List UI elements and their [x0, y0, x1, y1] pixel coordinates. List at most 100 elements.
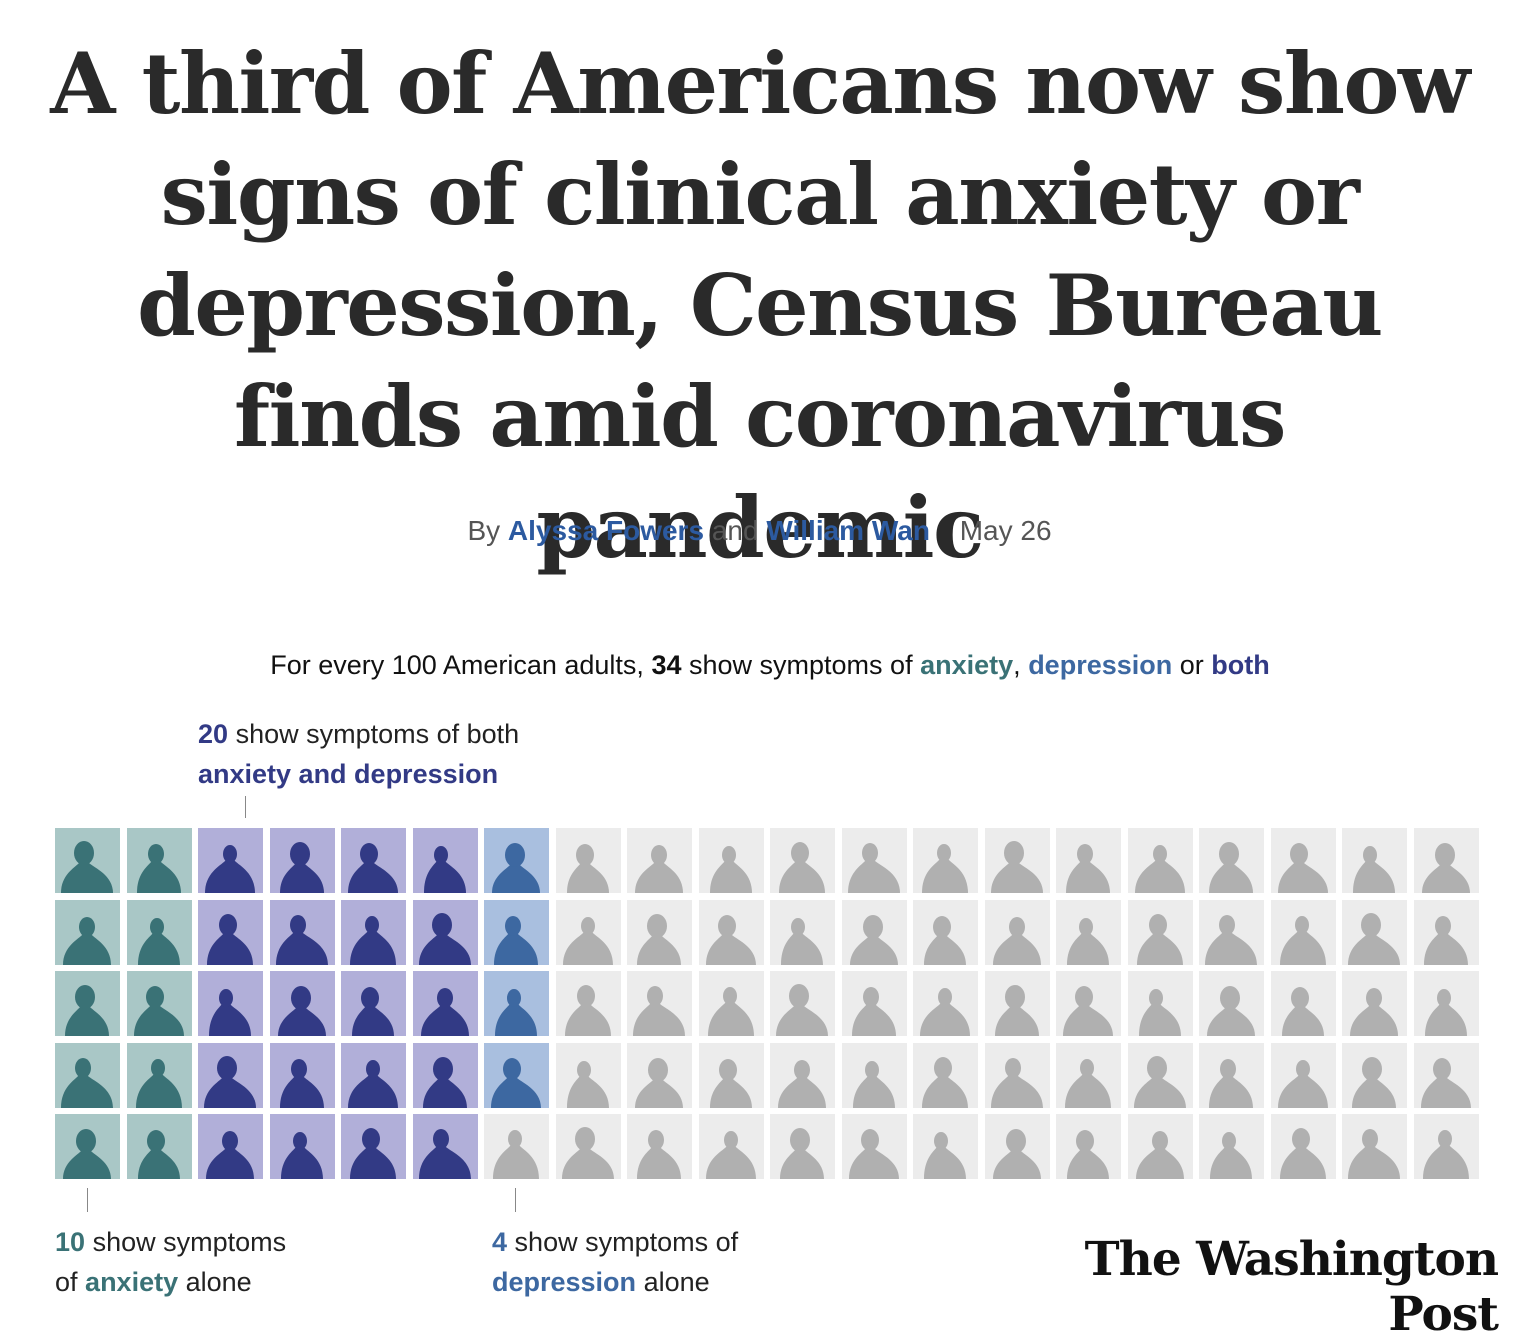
- person-cell-none: [984, 1042, 1050, 1108]
- person-silhouette-icon: [1279, 1128, 1326, 1179]
- person-cell-none: [1413, 828, 1479, 893]
- person-silhouette-icon: [1138, 989, 1181, 1036]
- lede-comma: ,: [1013, 650, 1021, 680]
- person-cell-both: [269, 1114, 335, 1179]
- person-silhouette-icon: [709, 1058, 752, 1108]
- byline: By Alyssa Fowers and William Wan May 26: [0, 515, 1519, 547]
- person-silhouette-icon: [1281, 987, 1324, 1036]
- person-cell-none: [1056, 899, 1121, 965]
- person-silhouette-icon: [135, 1058, 182, 1108]
- person-cell-none: [984, 971, 1050, 1036]
- person-silhouette-icon: [495, 989, 537, 1036]
- person-cell-none: [913, 828, 978, 893]
- person-silhouette-icon: [275, 914, 328, 965]
- person-cell-none: [1199, 971, 1264, 1036]
- person-silhouette-icon: [849, 914, 898, 965]
- person-cell-none: [984, 1114, 1050, 1179]
- person-cell-none: [1342, 1114, 1407, 1179]
- person-cell-none: [1413, 1042, 1479, 1108]
- person-cell-both: [412, 899, 478, 965]
- person-silhouette-icon: [780, 1128, 824, 1179]
- person-cell-none: [913, 1042, 978, 1108]
- person-silhouette-icon: [1424, 989, 1467, 1036]
- person-silhouette-icon: [566, 1060, 609, 1108]
- person-cell-none: [1270, 1042, 1336, 1108]
- annotation-depression-count: 4: [492, 1227, 508, 1257]
- person-silhouette-icon: [637, 1130, 681, 1179]
- person-cell-none: [627, 899, 692, 965]
- annotation-depression-line1: 4 show symptoms of: [492, 1222, 738, 1262]
- person-cell-none: [841, 1114, 907, 1179]
- person-cell-anxiety: [126, 899, 192, 965]
- person-cell-none: [1056, 1114, 1121, 1179]
- person-silhouette-icon: [778, 1059, 826, 1108]
- person-silhouette-icon: [350, 1128, 396, 1179]
- person-silhouette-icon: [633, 986, 685, 1036]
- person-silhouette-icon: [1136, 913, 1183, 965]
- lede-part1: For every 100 American adults,: [270, 650, 644, 680]
- person-cell-none: [1342, 1042, 1407, 1108]
- person-silhouette-icon: [852, 1060, 895, 1108]
- person-cell-none: [1270, 971, 1336, 1036]
- person-cell-none: [770, 1042, 835, 1108]
- person-cell-none: [484, 1114, 549, 1179]
- person-silhouette-icon: [1350, 988, 1398, 1036]
- annotation-depression-text: show symptoms of: [514, 1227, 739, 1257]
- person-cell-none: [1270, 1114, 1336, 1179]
- person-silhouette-icon: [922, 844, 968, 893]
- person-cell-anxiety: [55, 828, 120, 893]
- person-cell-none: [841, 828, 907, 893]
- person-cell-both: [198, 899, 263, 965]
- person-silhouette-icon: [494, 915, 538, 965]
- person-silhouette-icon: [1421, 843, 1470, 893]
- annotation-anxiety-pre: of: [55, 1267, 78, 1297]
- person-cell-none: [555, 1042, 621, 1108]
- person-cell-both: [198, 828, 263, 893]
- person-cell-both: [198, 971, 263, 1036]
- person-cell-none: [1342, 828, 1407, 893]
- person-cell-none: [698, 1114, 764, 1179]
- person-cell-none: [698, 899, 764, 965]
- annotation-both-line1: 20 show symptoms of both: [198, 714, 519, 754]
- person-silhouette-icon: [1420, 1057, 1471, 1108]
- person-silhouette-icon: [924, 1132, 966, 1179]
- person-cell-none: [1056, 828, 1121, 893]
- person-cell-none: [1199, 1114, 1264, 1179]
- person-cell-none: [984, 899, 1050, 965]
- author-link-william-wan[interactable]: William Wan: [766, 515, 930, 546]
- person-cell-anxiety: [126, 828, 192, 893]
- person-silhouette-icon: [776, 984, 828, 1036]
- person-silhouette-icon: [1348, 1129, 1400, 1179]
- person-cell-none: [770, 1114, 835, 1179]
- author-link-alyssa-fowers[interactable]: Alyssa Fowers: [507, 515, 705, 546]
- person-silhouette-icon: [635, 845, 683, 893]
- person-cell-none: [1199, 828, 1264, 893]
- person-silhouette-icon: [562, 916, 613, 965]
- person-cell-both: [341, 971, 406, 1036]
- person-cell-anxiety: [126, 971, 192, 1036]
- annotation-anxiety-text: show symptoms: [92, 1227, 287, 1257]
- person-silhouette-icon: [207, 913, 253, 965]
- person-silhouette-icon: [920, 988, 970, 1036]
- person-cell-anxiety: [126, 1042, 192, 1108]
- person-cell-both: [341, 1114, 406, 1179]
- person-cell-none: [698, 1042, 764, 1108]
- person-silhouette-icon: [635, 1057, 683, 1108]
- person-cell-both: [269, 828, 335, 893]
- person-silhouette-icon: [992, 916, 1041, 965]
- person-cell-none: [1413, 1114, 1479, 1179]
- person-silhouette-icon: [61, 841, 113, 893]
- annotation-anxiety-post: alone: [185, 1267, 252, 1297]
- person-cell-anxiety: [55, 1114, 120, 1179]
- person-cell-none: [913, 971, 978, 1036]
- person-silhouette-icon: [136, 844, 181, 893]
- byline-conjunction: and: [711, 515, 759, 546]
- person-silhouette-icon: [418, 1129, 471, 1179]
- person-cell-both: [412, 971, 478, 1036]
- person-cell-none: [1056, 1042, 1121, 1108]
- person-cell-none: [627, 971, 692, 1036]
- person-cell-both: [198, 1042, 263, 1108]
- person-silhouette-icon: [493, 1130, 539, 1179]
- person-silhouette-icon: [1210, 1132, 1252, 1179]
- person-silhouette-icon: [1353, 846, 1395, 893]
